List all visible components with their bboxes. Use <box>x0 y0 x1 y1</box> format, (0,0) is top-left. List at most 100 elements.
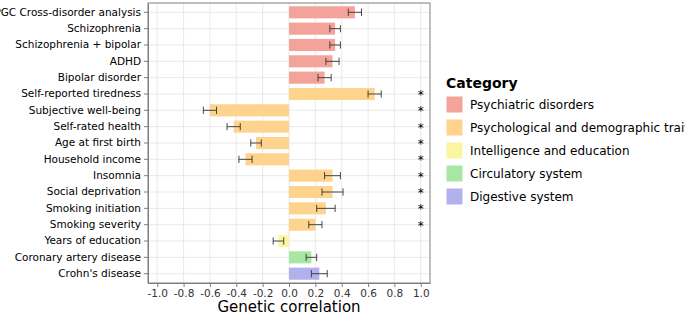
significance-star: * <box>418 121 424 135</box>
y-tick-mark <box>144 77 148 78</box>
error-bar-path <box>348 9 361 16</box>
y-tick: Subjective well-being <box>29 104 148 116</box>
y-tick: Smoking severity <box>50 218 148 230</box>
x-tick-mark <box>368 283 369 287</box>
y-tick: ADHD <box>110 55 148 67</box>
y-tick: Schizophrenia + bipolar <box>15 38 148 50</box>
legend-swatch <box>446 165 463 182</box>
x-tick-mark <box>421 283 422 287</box>
error-bar <box>326 58 339 65</box>
y-tick-label: Age at first birth <box>55 136 141 148</box>
y-tick-label: Schizophrenia + bipolar <box>15 38 141 50</box>
x-tick: -0.4 <box>227 283 248 299</box>
legend-swatch <box>446 119 463 136</box>
x-tick: -0.8 <box>174 283 195 299</box>
x-tick: -1.0 <box>147 283 168 299</box>
error-bar-path <box>203 107 216 114</box>
y-tick-label: Crohn's disease <box>58 267 141 279</box>
error-bar-path <box>309 221 322 228</box>
legend: CategoryPsychiatric disordersPsychologic… <box>446 75 685 205</box>
x-tick-label: -0.8 <box>174 287 195 299</box>
y-tick-mark <box>144 208 148 209</box>
error-bar <box>273 237 284 244</box>
y-tick: Smoking initiation <box>46 202 148 214</box>
x-tick-mark <box>289 283 290 287</box>
significance-star: * <box>418 137 424 151</box>
y-tick-mark <box>144 241 148 242</box>
x-tick: -0.2 <box>253 283 274 299</box>
legend-title: Category <box>446 75 518 91</box>
x-tick-mark <box>394 283 395 287</box>
x-tick-mark <box>157 283 158 287</box>
y-tick: Schizophrenia <box>67 22 148 34</box>
y-tick: Self-reported tiredness <box>21 87 148 99</box>
x-tick-mark <box>210 283 211 287</box>
error-bar-path <box>311 270 327 277</box>
y-tick-label: Self-reported tiredness <box>21 87 141 99</box>
error-bar <box>251 139 262 146</box>
legend-label: Psychiatric disorders <box>470 98 594 112</box>
y-tick-mark <box>144 28 148 29</box>
bar <box>289 88 375 100</box>
error-bar-path <box>322 188 343 195</box>
y-axis-line <box>148 4 149 284</box>
x-tick-mark <box>184 283 185 287</box>
x-tick-label: 1.0 <box>413 287 430 299</box>
significance-star: * <box>418 219 424 233</box>
error-bar <box>203 107 216 114</box>
error-bar <box>330 25 341 32</box>
error-bar-path <box>330 41 341 48</box>
x-tick: -0.6 <box>200 283 221 299</box>
significance-star: * <box>418 170 424 184</box>
significance: ********* <box>418 88 424 233</box>
significance-star: * <box>418 88 424 102</box>
error-bar-path <box>368 90 381 97</box>
y-tick-mark <box>144 224 148 225</box>
x-tick: 0.2 <box>308 283 325 299</box>
legend-label: Digestive system <box>470 190 574 204</box>
legend-swatch <box>446 142 463 159</box>
y-tick-mark <box>144 143 148 144</box>
error-bar <box>309 221 322 228</box>
plot: *********-1.0-0.8-0.6-0.4-0.20.00.20.40.… <box>0 3 431 299</box>
error-bar-path <box>227 123 240 130</box>
y-tick-mark <box>144 12 148 13</box>
x-tick-mark <box>236 283 237 287</box>
error-bar <box>330 41 341 48</box>
y-tick: Crohn's disease <box>58 267 148 279</box>
error-bar <box>311 270 327 277</box>
error-bar <box>318 74 331 81</box>
x-tick-mark <box>263 283 264 287</box>
y-tick-mark <box>144 175 148 176</box>
series <box>289 251 317 263</box>
significance-star: * <box>418 104 424 118</box>
bar <box>210 104 289 116</box>
series <box>289 268 327 280</box>
y-tick-label: Smoking initiation <box>46 202 141 214</box>
x-tick-label: -1.0 <box>147 287 168 299</box>
x-tick-mark <box>342 283 343 287</box>
bar <box>289 39 335 51</box>
series <box>273 235 289 247</box>
chart: *********-1.0-0.8-0.6-0.4-0.20.00.20.40.… <box>0 0 685 317</box>
y-tick-label: Subjective well-being <box>29 104 141 116</box>
error-bar <box>325 172 341 179</box>
grid-y <box>148 12 430 273</box>
y-tick: Self-rated health <box>53 120 148 132</box>
plot-frame <box>148 3 430 283</box>
y-tick-mark <box>144 126 148 127</box>
y-tick-label: Schizophrenia <box>67 22 141 34</box>
y-tick: PGC Cross-disorder analysis <box>0 6 148 18</box>
y-tick-mark <box>144 61 148 62</box>
y-tick-label: ADHD <box>110 55 141 67</box>
error-bar <box>322 188 343 195</box>
x-tick-mark <box>315 283 316 287</box>
x-axis-title: Genetic correlation <box>217 298 360 316</box>
error-bar-path <box>326 58 339 65</box>
error-bar <box>227 123 240 130</box>
error-bar <box>239 156 252 163</box>
x-tick: 0.6 <box>360 283 377 299</box>
marks <box>203 6 381 279</box>
y-tick: Coronary artery disease <box>15 251 148 263</box>
y-tick-label: Years of education <box>43 234 141 246</box>
